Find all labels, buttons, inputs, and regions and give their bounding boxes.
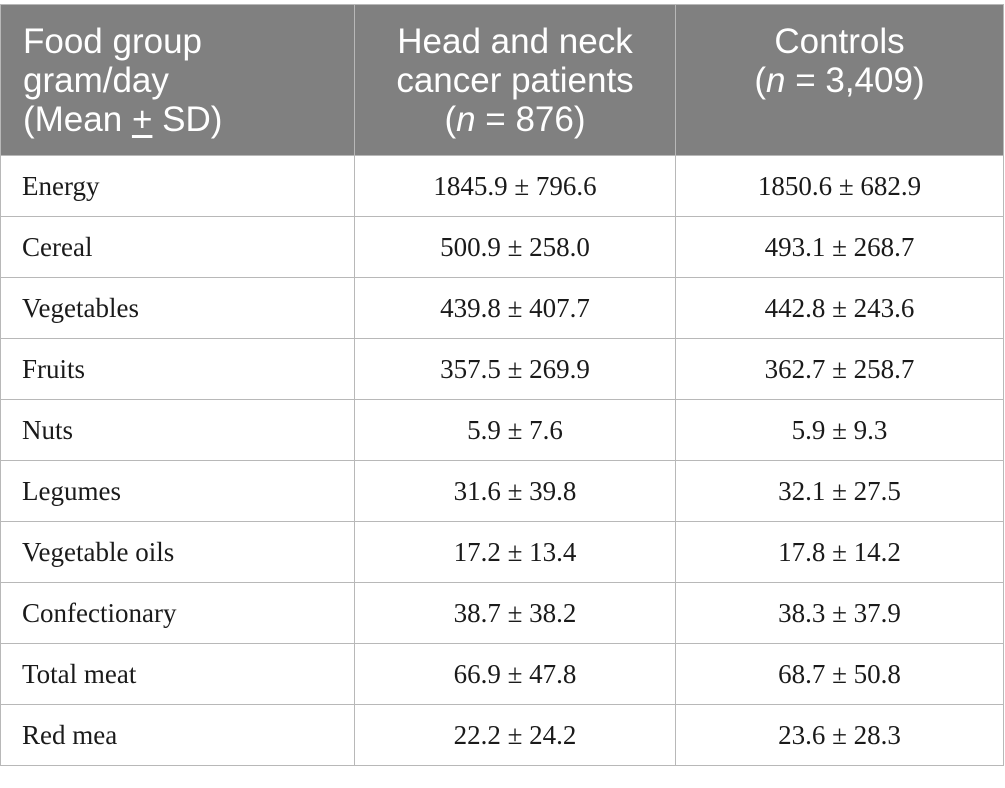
header-plus-minus: + (131, 100, 153, 139)
header-patients-line2: cancer patients (396, 61, 634, 100)
patients-value-cell: 500.9 ± 258.0 (354, 216, 676, 278)
header-row: Food group gram/day (Mean + SD) Head and… (0, 4, 1004, 156)
header-controls-n: n (766, 61, 786, 100)
table-row: Legumes 31.6 ± 39.8 32.1 ± 27.5 (0, 460, 1004, 522)
header-patients: Head and neck cancer patients (n = 876) (354, 4, 676, 156)
food-group-cell: Energy (0, 155, 355, 217)
controls-value-cell: 442.8 ± 243.6 (675, 277, 1004, 339)
food-group-cell: Cereal (0, 216, 355, 278)
controls-value-cell: 1850.6 ± 682.9 (675, 155, 1004, 217)
header-controls: Controls (n = 3,409) (675, 4, 1004, 156)
header-food-group-line1: Food group (23, 22, 203, 61)
table-row: Total meat 66.9 ± 47.8 68.7 ± 50.8 (0, 643, 1004, 705)
header-patients-line3: (n = 876) (355, 100, 675, 139)
controls-value-cell: 5.9 ± 9.3 (675, 399, 1004, 461)
header-controls-line2: (n = 3,409) (676, 61, 1003, 100)
table-header: Food group gram/day (Mean + SD) Head and… (0, 4, 1004, 156)
table-row: Fruits 357.5 ± 269.9 362.7 ± 258.7 (0, 338, 1004, 400)
patients-value-cell: 38.7 ± 38.2 (354, 582, 676, 644)
header-patients-line1: Head and neck (397, 22, 633, 61)
header-mean-text: (Mean (23, 100, 132, 139)
table-row: Cereal 500.9 ± 258.0 493.1 ± 268.7 (0, 216, 1004, 278)
header-food-group-line3: (Mean + SD) (23, 100, 354, 139)
header-controls-line1: Controls (774, 22, 905, 61)
table-row: Red mea 22.2 ± 24.2 23.6 ± 28.3 (0, 704, 1004, 766)
patients-value-cell: 1845.9 ± 796.6 (354, 155, 676, 217)
header-sd-text: SD) (152, 100, 223, 139)
food-group-cell: Red mea (0, 704, 355, 766)
food-group-cell: Vegetable oils (0, 521, 355, 583)
food-group-cell: Vegetables (0, 277, 355, 339)
food-group-cell: Fruits (0, 338, 355, 400)
header-controls-count: = 3,409) (785, 61, 925, 100)
food-group-cell: Total meat (0, 643, 355, 705)
food-group-cell: Confectionary (0, 582, 355, 644)
header-food-group-line2: gram/day (23, 61, 169, 100)
patients-value-cell: 22.2 ± 24.2 (354, 704, 676, 766)
patients-value-cell: 439.8 ± 407.7 (354, 277, 676, 339)
table-row: Confectionary 38.7 ± 38.2 38.3 ± 37.9 (0, 582, 1004, 644)
food-group-cell: Nuts (0, 399, 355, 461)
header-patients-open: ( (444, 100, 457, 139)
header-patients-count: = 876) (475, 100, 586, 139)
table-row: Vegetables 439.8 ± 407.7 442.8 ± 243.6 (0, 277, 1004, 339)
header-patients-n: n (456, 100, 476, 139)
table-row: Nuts 5.9 ± 7.6 5.9 ± 9.3 (0, 399, 1004, 461)
food-group-table: Food group gram/day (Mean + SD) Head and… (0, 4, 1004, 766)
patients-value-cell: 66.9 ± 47.8 (354, 643, 676, 705)
controls-value-cell: 17.8 ± 14.2 (675, 521, 1004, 583)
patients-value-cell: 5.9 ± 7.6 (354, 399, 676, 461)
controls-value-cell: 493.1 ± 268.7 (675, 216, 1004, 278)
controls-value-cell: 38.3 ± 37.9 (675, 582, 1004, 644)
table-row: Energy 1845.9 ± 796.6 1850.6 ± 682.9 (0, 155, 1004, 217)
header-controls-open: ( (754, 61, 767, 100)
patients-value-cell: 31.6 ± 39.8 (354, 460, 676, 522)
table-row: Vegetable oils 17.2 ± 13.4 17.8 ± 14.2 (0, 521, 1004, 583)
food-group-cell: Legumes (0, 460, 355, 522)
table-body: Energy 1845.9 ± 796.6 1850.6 ± 682.9 Cer… (0, 155, 1004, 766)
patients-value-cell: 357.5 ± 269.9 (354, 338, 676, 400)
controls-value-cell: 362.7 ± 258.7 (675, 338, 1004, 400)
controls-value-cell: 32.1 ± 27.5 (675, 460, 1004, 522)
controls-value-cell: 68.7 ± 50.8 (675, 643, 1004, 705)
controls-value-cell: 23.6 ± 28.3 (675, 704, 1004, 766)
header-food-group: Food group gram/day (Mean + SD) (0, 4, 355, 156)
patients-value-cell: 17.2 ± 13.4 (354, 521, 676, 583)
